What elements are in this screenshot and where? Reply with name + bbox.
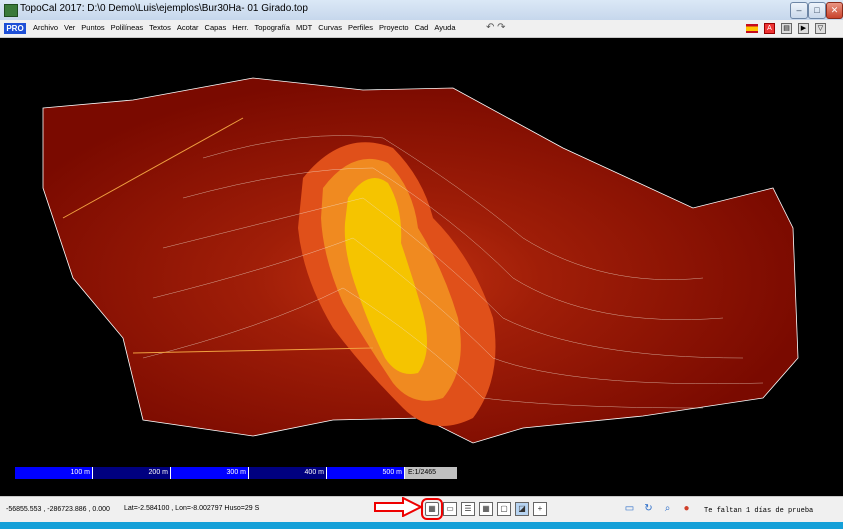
menu-acotar[interactable]: Acotar xyxy=(176,23,199,32)
arrow-right-icon[interactable]: ▶ xyxy=(798,23,809,34)
panel-icon[interactable]: ▤ xyxy=(781,23,792,34)
scale-seg-5: 500 m xyxy=(327,467,405,479)
table-icon[interactable]: ▦ xyxy=(479,502,493,516)
menu-capas[interactable]: Capas xyxy=(204,23,227,32)
scale-bar: 100 m 200 m 300 m 400 m 500 m E:1/2465 xyxy=(15,467,457,479)
scale-seg-4: 400 m xyxy=(249,467,327,479)
terrain-map xyxy=(42,77,799,444)
list-icon[interactable]: ☰ xyxy=(461,502,475,516)
zoom-icon[interactable]: ⌕ xyxy=(664,503,671,514)
maximize-button[interactable]: □ xyxy=(808,2,826,19)
menu-ver[interactable]: Ver xyxy=(64,23,76,32)
text-style-icon[interactable]: A xyxy=(764,23,775,34)
menu-polilineas[interactable]: Polilíneas xyxy=(110,23,144,32)
drawing-canvas[interactable] xyxy=(3,38,843,496)
menu-bar: PRO Archivo Ver Puntos Polilíneas Textos… xyxy=(0,20,843,38)
redo-button[interactable]: ↷ xyxy=(497,22,506,33)
trial-notice: Te faltan 1 días de prueba xyxy=(704,507,814,515)
lat-lon-readout: Lat=-2.584100 , Lon=-8.002797 Huso=29 S xyxy=(124,505,260,512)
red-arrow-icon xyxy=(374,497,423,517)
close-button[interactable]: ✕ xyxy=(826,2,843,19)
rotate-icon[interactable]: ↻ xyxy=(644,503,653,514)
menu-topografia[interactable]: Topografía xyxy=(254,23,290,32)
language-flag-icon[interactable] xyxy=(746,24,758,33)
window-title: TopoCal 2017: D:\0 Demo\Luis\ejemplos\Bu… xyxy=(20,3,308,14)
right-toolbar: A ▤ ▶ ▽ xyxy=(746,23,826,34)
app-icon xyxy=(4,4,18,17)
monitor-icon[interactable]: ▭ xyxy=(624,503,635,514)
menu-items: Archivo Ver Puntos Polilíneas Textos Aco… xyxy=(33,23,456,32)
menu-mdt[interactable]: MDT xyxy=(295,23,313,32)
menu-puntos[interactable]: Puntos xyxy=(81,23,105,32)
status-bar: -56855.553 , -286723.886 , 0.000 Lat=-2.… xyxy=(0,496,843,523)
status-toolbar: ▦ ▭ ☰ ▦ ▢ ◪ + xyxy=(421,498,547,520)
menu-cad[interactable]: Cad xyxy=(414,23,429,32)
menu-ayuda[interactable]: Ayuda xyxy=(434,23,456,32)
contour-lines xyxy=(142,135,764,409)
image-icon[interactable]: ▢ xyxy=(497,502,511,516)
undo-button[interactable]: ↶ xyxy=(486,22,495,33)
taskbar-strip xyxy=(0,522,843,529)
scale-seg-1: 100 m xyxy=(15,467,93,479)
menu-curvas[interactable]: Curvas xyxy=(318,23,342,32)
layer-icon[interactable]: ▭ xyxy=(443,502,457,516)
title-bar: TopoCal 2017: D:\0 Demo\Luis\ejemplos\Bu… xyxy=(0,0,843,20)
view-icon[interactable]: ◪ xyxy=(515,502,529,516)
scale-seg-3: 300 m xyxy=(171,467,249,479)
cursor-coordinates: -56855.553 , -286723.886 , 0.000 xyxy=(6,506,110,513)
scale-ratio: E:1/2465 xyxy=(405,467,457,479)
pro-badge: PRO xyxy=(4,23,26,34)
status-right-icons: ▭ ↻ ⌕ ● xyxy=(624,503,692,514)
grid-icon[interactable]: ▦ xyxy=(421,498,443,520)
menu-textos[interactable]: Textos xyxy=(149,23,171,32)
filter-icon[interactable]: ▽ xyxy=(815,23,826,34)
orange-line xyxy=(62,117,244,219)
minimize-button[interactable]: – xyxy=(790,2,808,19)
undo-redo: ↶ ↷ xyxy=(486,22,506,33)
menu-perfiles[interactable]: Perfiles xyxy=(347,23,373,32)
menu-proyecto[interactable]: Proyecto xyxy=(378,23,409,32)
user-icon[interactable]: ● xyxy=(683,503,690,514)
menu-archivo[interactable]: Archivo xyxy=(33,23,59,32)
peak-zone xyxy=(344,178,427,374)
orange-line-2 xyxy=(132,347,374,354)
scale-seg-2: 200 m xyxy=(93,467,171,479)
menu-herr[interactable]: Herr. xyxy=(232,23,249,32)
cursor-icon[interactable]: + xyxy=(533,502,547,516)
